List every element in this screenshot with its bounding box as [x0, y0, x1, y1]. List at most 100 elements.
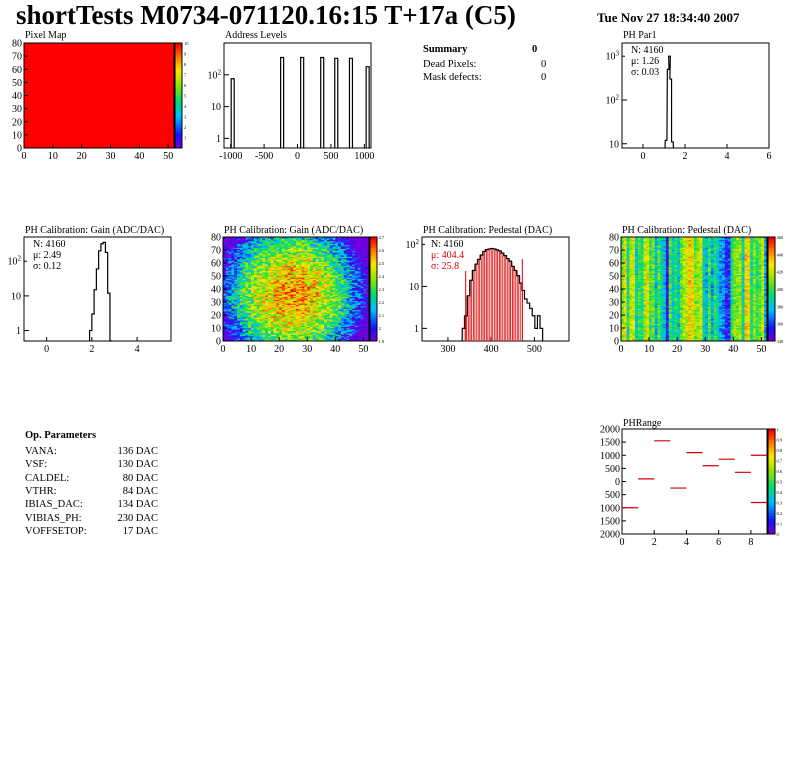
heat-cell: [632, 321, 636, 324]
heat-cell: [632, 311, 636, 313]
heat-cell: [287, 334, 291, 337]
heat-cell: [228, 260, 232, 262]
heat-cell: [251, 251, 255, 253]
heat-cell: [256, 337, 260, 339]
heat-cell: [270, 276, 274, 278]
heat-cell: [290, 268, 294, 270]
heat-cell: [270, 305, 274, 308]
heat-cell: [318, 312, 322, 314]
heat-cell: [287, 298, 291, 300]
heat-cell: [301, 264, 305, 266]
heat-cell: [290, 260, 294, 262]
heat-cell: [629, 242, 633, 244]
heat-cell: [304, 238, 308, 240]
heat-cell: [623, 259, 627, 261]
heat-cell: [346, 333, 350, 335]
tick-label: 2: [683, 151, 688, 162]
heat-cell: [284, 298, 288, 300]
heat-cell: [629, 273, 633, 275]
heat-cell: [223, 251, 227, 253]
heat-cell: [267, 337, 272, 339]
heat-cell: [256, 311, 260, 313]
heat-cell: [301, 252, 305, 255]
heat-cell: [321, 246, 325, 248]
heat-cell: [621, 294, 625, 296]
heat-cell: [248, 308, 252, 311]
heat-cell: [352, 299, 356, 301]
heat-cell: [626, 260, 630, 262]
tick-exponent: 2: [416, 238, 420, 246]
heat-cell: [231, 273, 235, 275]
heat-cell: [251, 264, 255, 266]
heat-cell: [265, 277, 269, 279]
colorbar-cell: [370, 309, 377, 313]
heat-cell: [245, 243, 249, 246]
heat-cell: [343, 240, 347, 243]
heat-cell: [281, 286, 286, 288]
heat-cell: [262, 273, 266, 275]
heat-cell: [259, 308, 263, 311]
heat-cell: [298, 291, 302, 294]
heat-cell: [354, 312, 359, 314]
heat-cell: [279, 328, 283, 330]
heat-cell: [332, 322, 336, 325]
heat-cell: [251, 253, 255, 256]
heat-cell: [324, 315, 328, 317]
heat-cell: [629, 328, 633, 330]
heat-cell: [290, 316, 294, 318]
heat-cell: [223, 263, 227, 265]
heat-cell: [338, 333, 342, 335]
tick-label: 0: [295, 151, 300, 162]
heat-cell: [259, 274, 263, 277]
heat-cell: [346, 334, 350, 337]
heat-cell: [352, 272, 356, 274]
heat-cell: [312, 299, 316, 301]
heat-cell: [324, 238, 328, 240]
heat-cell: [304, 239, 308, 242]
heat-cell: [623, 242, 627, 244]
heat-cell: [281, 334, 286, 337]
heat-cell: [312, 272, 316, 274]
heat-cell: [637, 334, 641, 337]
heat-cell: [338, 285, 342, 287]
heat-cell: [366, 247, 370, 249]
heat-cell: [298, 244, 302, 247]
heat-cell: [256, 296, 260, 299]
heat-cell: [245, 312, 249, 314]
heat-cell: [281, 276, 286, 278]
heat-cell: [296, 296, 300, 299]
heat-cell: [315, 237, 319, 239]
heat-cell: [349, 331, 353, 334]
heat-cell: [262, 247, 266, 249]
heat-cell: [290, 328, 294, 330]
heat-cell: [290, 265, 294, 268]
heat-cell: [324, 268, 328, 270]
heat-cell: [245, 264, 249, 266]
heat-cell: [349, 322, 353, 325]
heat-cell: [290, 278, 294, 281]
heat-cell: [301, 291, 305, 294]
heat-cell: [357, 278, 361, 281]
heat-cell: [357, 272, 361, 274]
heat-cell: [293, 279, 297, 282]
heat-cell: [290, 269, 294, 272]
heat-cell: [245, 263, 249, 265]
heat-cell: [326, 264, 330, 266]
heat-cell: [253, 264, 257, 266]
heat-cell: [321, 335, 325, 338]
heat-cell: [293, 309, 297, 312]
heat-cell: [239, 248, 243, 251]
heat-cell: [621, 237, 625, 239]
heat-cell: [251, 257, 255, 260]
heat-cell: [343, 289, 347, 291]
heat-cell: [366, 261, 370, 264]
heat-cell: [237, 283, 241, 286]
heat-cell: [287, 257, 291, 260]
heat-cell: [621, 311, 625, 313]
heat-cell: [304, 308, 308, 311]
stats-sigma: σ: 25.8: [431, 261, 459, 272]
heat-cell: [318, 291, 322, 294]
op-param-label: IBIAS_DAC:: [25, 499, 83, 511]
heat-cell: [231, 321, 235, 324]
heat-cell: [273, 266, 277, 269]
